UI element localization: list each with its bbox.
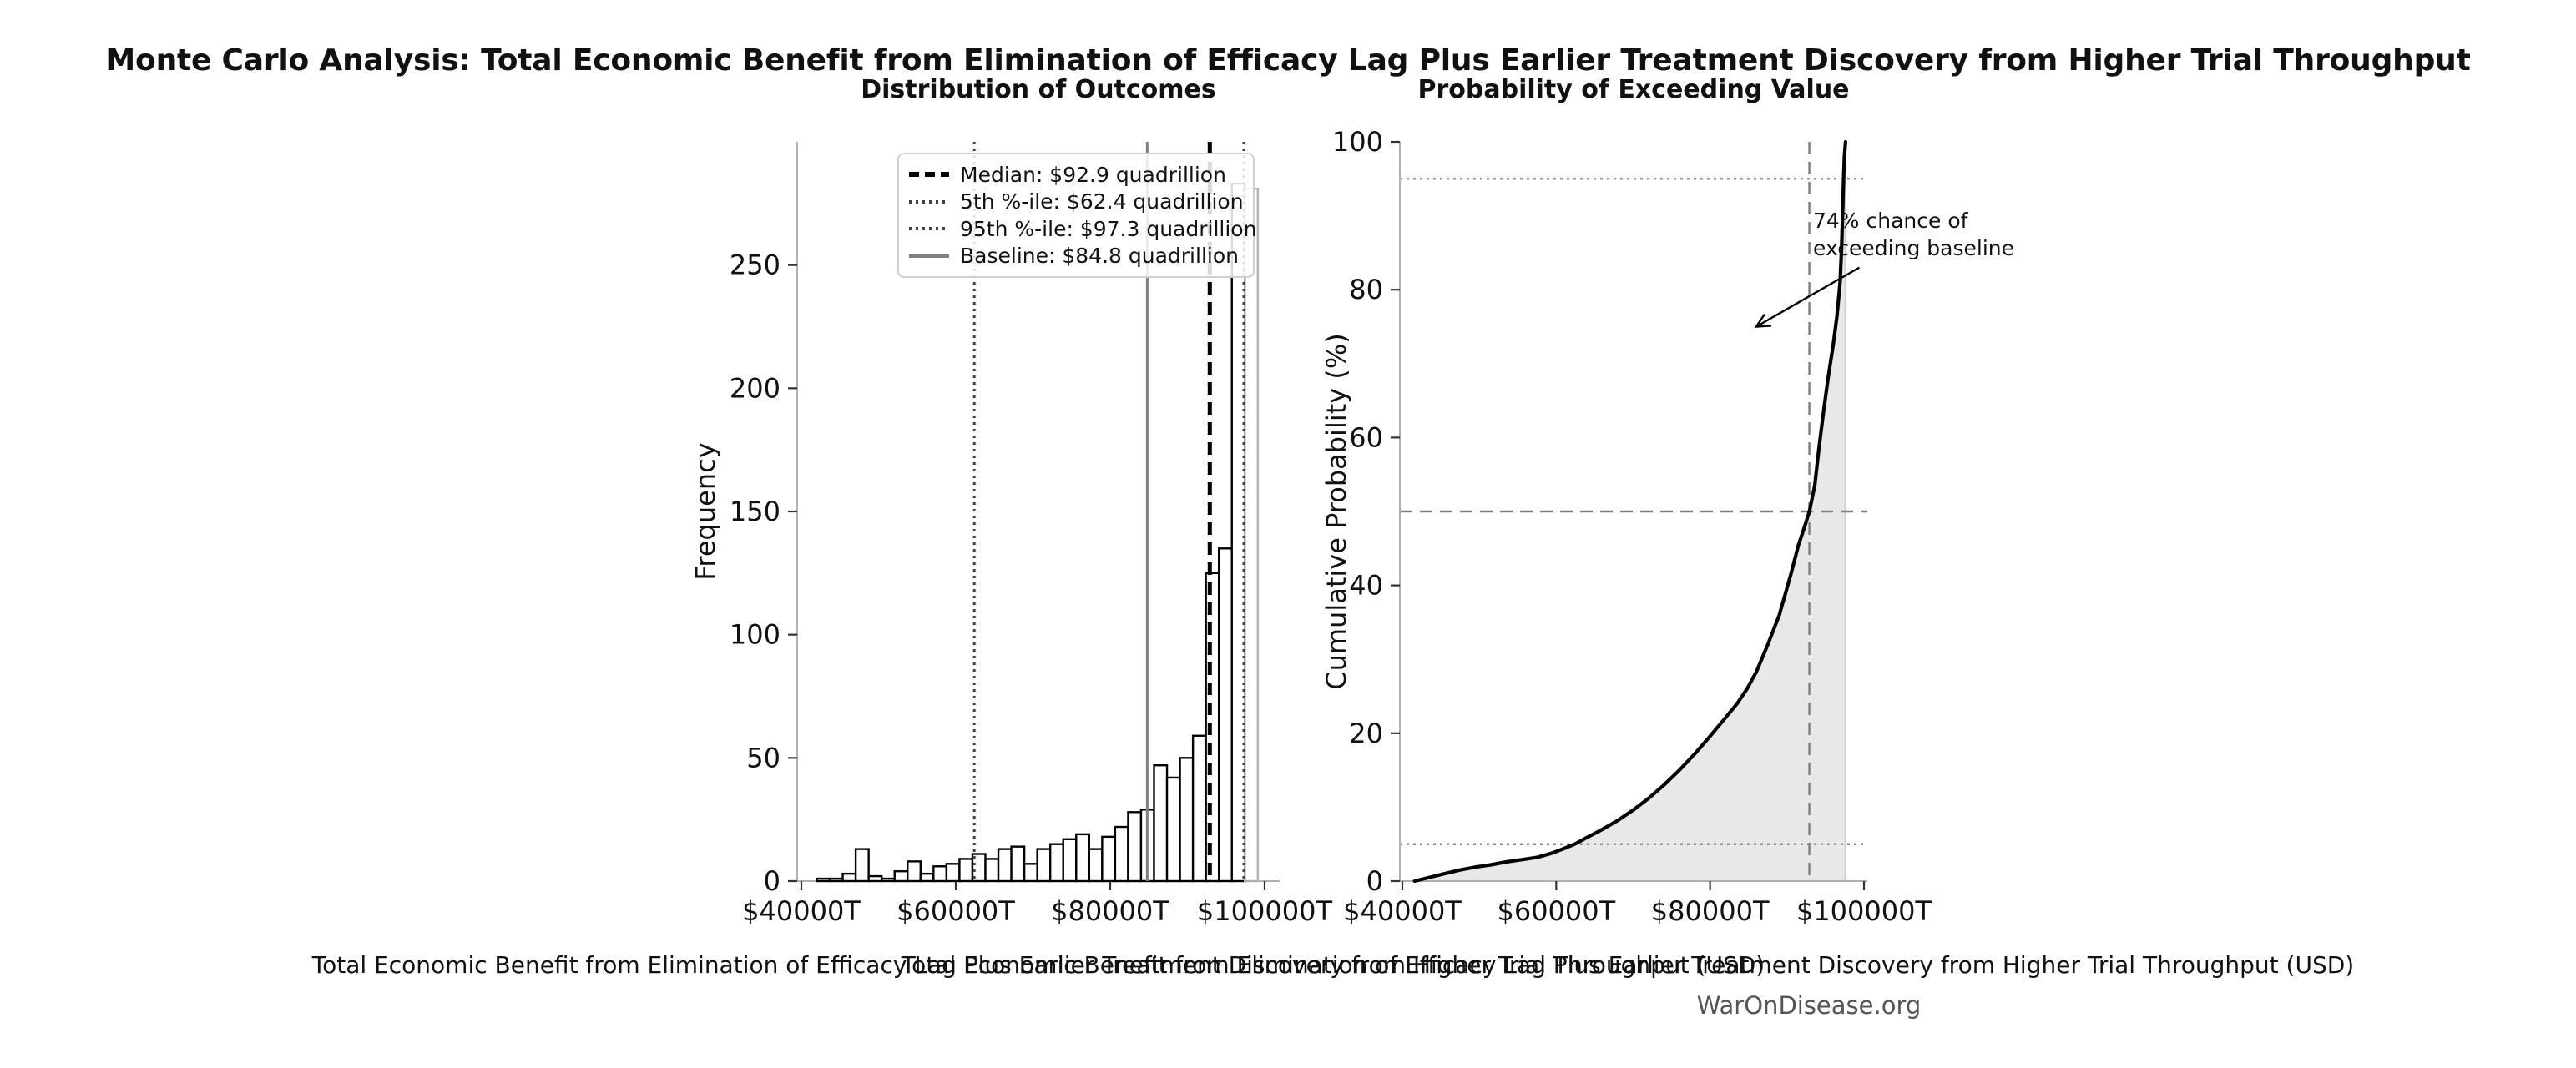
histogram-bar [932, 865, 948, 883]
cdf-y-tick-label: 40 [1349, 570, 1383, 602]
cdf-y-tick-label: 20 [1349, 718, 1383, 749]
legend-label: Median: $92.9 quadrillion [960, 162, 1226, 187]
histogram-bar [1179, 757, 1195, 883]
legend-line-sample [909, 227, 949, 231]
legend-label: 95th %-ile: $97.3 quadrillion [960, 216, 1257, 241]
legend-item: Median: $92.9 quadrillion [909, 163, 1243, 187]
legend-label: 5th %-ile: $62.4 quadrillion [960, 189, 1244, 214]
histogram-bar [1075, 833, 1091, 883]
annotation-arrow-head [1754, 313, 1772, 328]
histogram-bar [867, 874, 883, 883]
histogram-y-tick-label: 100 [730, 619, 780, 651]
histogram-bar [880, 877, 896, 883]
annotation-text: 74% chance of exceeding baseline [1813, 207, 2014, 262]
histogram-bar [997, 848, 1013, 883]
cdf-x-tick-label: $60000T [1497, 895, 1615, 927]
histogram-bar [1114, 825, 1129, 883]
histogram-x-tick-label: $60000T [897, 895, 1015, 927]
legend-item: Baseline: $84.8 quadrillion [909, 244, 1243, 268]
histogram-x-tick-label: $40000T [742, 895, 861, 927]
histogram-bar [1036, 848, 1052, 883]
histogram-bar [1088, 848, 1104, 883]
histogram-bar [984, 858, 1000, 883]
histogram-bar [1010, 845, 1026, 883]
histogram-y-tick-label: 200 [730, 372, 780, 404]
histogram-x-tick-label: $80000T [1051, 895, 1169, 927]
histogram-bar [828, 877, 844, 883]
cdf-title: Probability of Exceeding Value [1417, 75, 1850, 104]
histogram-bar [1062, 838, 1078, 883]
histogram-y-tick-label: 0 [764, 865, 780, 897]
histogram-x-tick-label: $100000T [1197, 895, 1333, 927]
cdf-y-tick-label: 80 [1349, 274, 1383, 305]
legend-item: 5th %-ile: $62.4 quadrillion [909, 189, 1244, 214]
histogram-xlabel: Total Economic Benefit from Elimination … [311, 951, 1765, 979]
histogram-bar [907, 860, 922, 883]
histogram-bar [945, 863, 961, 883]
footer-watermark: WarOnDisease.org [1696, 991, 1922, 1020]
histogram-bar [1127, 811, 1143, 883]
cdf-y-tick-label: 60 [1349, 421, 1383, 453]
legend: Median: $92.9 quadrillion 5th %-ile: $62.… [897, 153, 1256, 278]
histogram-y-tick-label: 250 [730, 249, 780, 281]
cdf-curve [1412, 139, 1847, 884]
histogram-bar [1101, 835, 1117, 883]
cdf-x-tick-label: $100000T [1796, 895, 1932, 927]
legend-label: Baseline: $84.8 quadrillion [960, 244, 1239, 269]
annotation-line-2: exceeding baseline [1813, 236, 2014, 260]
histogram-bar [893, 869, 909, 883]
histogram-bar [1218, 547, 1233, 883]
histogram-bar [1048, 843, 1064, 883]
histogram-bar [816, 877, 831, 883]
histogram-bar [958, 858, 974, 883]
annotation-arrow-shaft [1755, 266, 1861, 328]
histogram-y-tick-label: 150 [730, 496, 780, 527]
legend-item: 95th %-ile: $97.3 quadrillion [909, 217, 1256, 241]
histogram-bar [854, 848, 870, 883]
histogram-bar [1023, 863, 1038, 883]
annotation-line-1: 74% chance of [1813, 209, 1968, 233]
histogram-bar [1153, 763, 1169, 883]
histogram-bar [919, 872, 935, 883]
cdf-x-tick-label: $40000T [1343, 895, 1462, 927]
cdf-y-tick-label: 0 [1366, 865, 1383, 897]
histogram-bar [841, 872, 857, 883]
histogram-y-tick-label: 50 [746, 742, 780, 773]
cdf-xlabel: Total Economic Benefit from Elimination … [901, 951, 2355, 979]
histogram-bar [1165, 776, 1181, 883]
legend-line-sample [909, 254, 949, 258]
histogram-bar [1191, 734, 1207, 883]
histogram-bar [1244, 187, 1260, 883]
legend-line-sample [909, 172, 949, 178]
figure-title: Monte Carlo Analysis: Total Economic Ben… [105, 43, 2471, 78]
legend-line-sample [909, 199, 949, 204]
histogram-title: Distribution of Outcomes [861, 75, 1216, 104]
cdf-fill [1414, 142, 1846, 881]
cdf-y-tick-label: 100 [1332, 126, 1383, 158]
cdf-x-tick-label: $80000T [1651, 895, 1770, 927]
